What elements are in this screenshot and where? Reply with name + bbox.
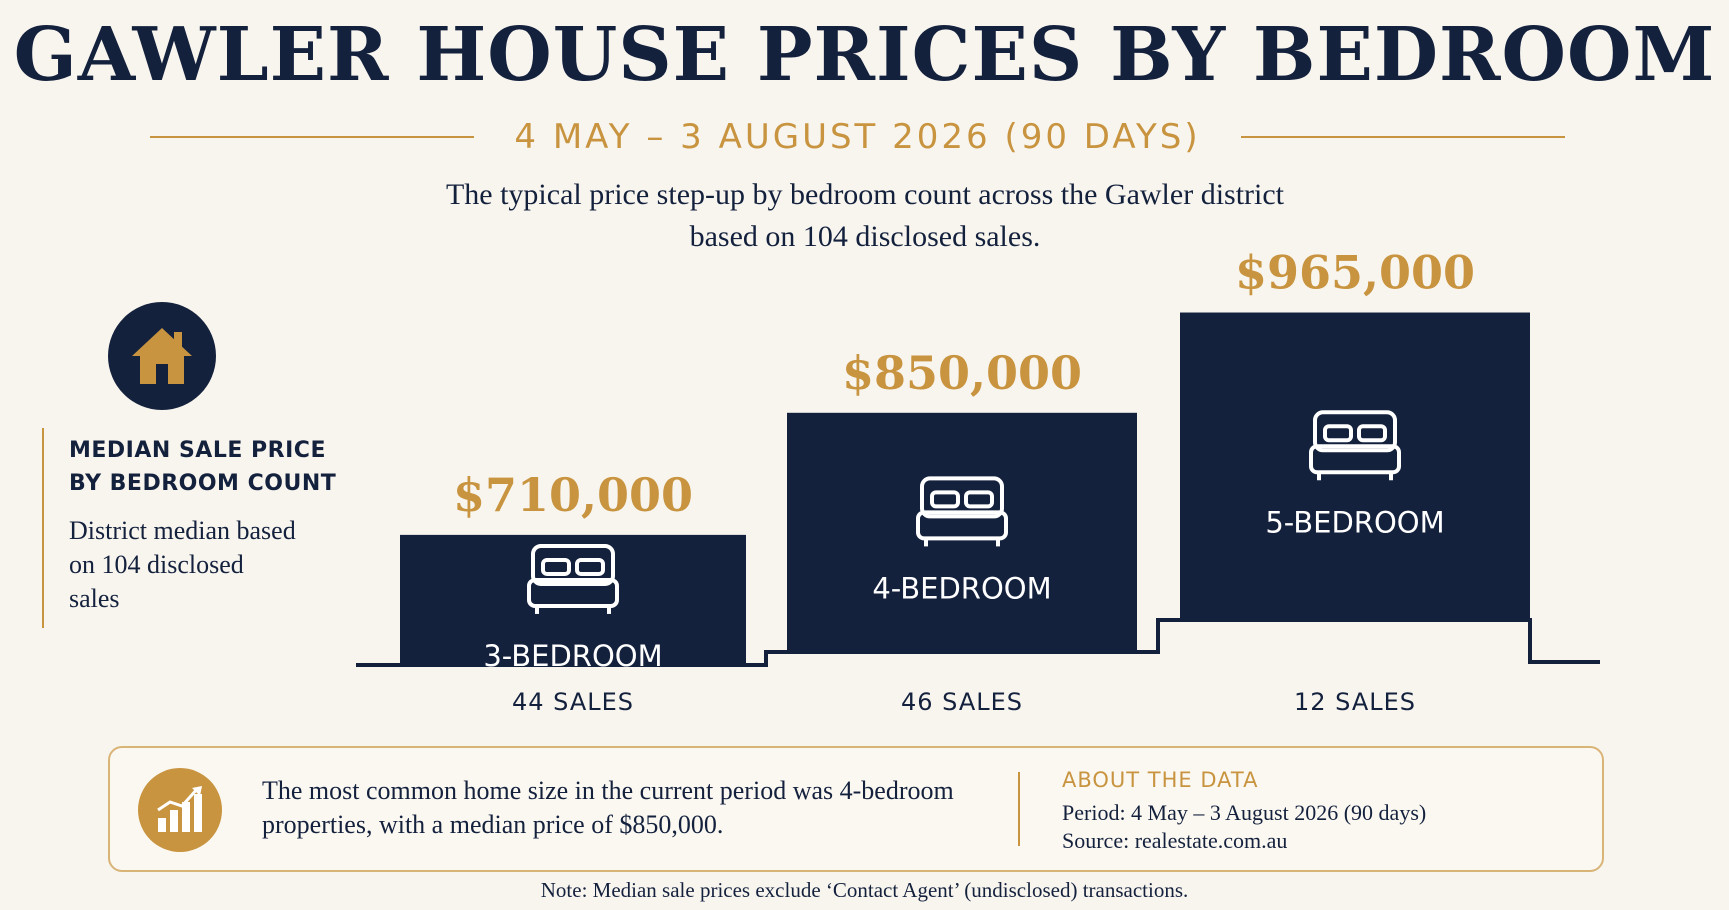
bar-category-label: 4-BEDROOM xyxy=(872,571,1051,605)
subtitle-rule-right xyxy=(1240,136,1565,138)
bar-sales-label: 46 SALES xyxy=(901,688,1023,716)
page-title: GAWLER HOUSE PRICES BY BEDROOM xyxy=(13,12,1716,98)
bed-icon xyxy=(916,476,1008,547)
bar-category-label: 5-BEDROOM xyxy=(1265,505,1444,539)
description-line-1: The typical price step-up by bedroom cou… xyxy=(445,178,1285,211)
subtitle-rule-left xyxy=(150,136,475,138)
bed-icon xyxy=(1309,410,1401,481)
about-title: ABOUT THE DATA xyxy=(1062,768,1259,792)
footnote: Note: Median sale prices exclude ‘Contac… xyxy=(540,878,1189,902)
description: The typical price step-up by bedroom cou… xyxy=(300,174,1430,258)
bar-sales-label: 44 SALES xyxy=(512,688,634,716)
bar-5-bedroom xyxy=(1180,312,1530,620)
side-panel-title-line-1: MEDIAN SALE PRICE xyxy=(69,438,326,463)
bar-value-label: $710,000 xyxy=(453,468,693,522)
page-subtitle: 4 MAY – 3 AUGUST 2026 (90 DAYS) xyxy=(514,117,1201,157)
about-source: Source: realestate.com.au xyxy=(1062,828,1288,853)
about-period: Period: 4 May – 3 August 2026 (90 days) xyxy=(1062,800,1427,825)
summary-text: The most common home size in the current… xyxy=(262,776,954,839)
bar-value-label: $965,000 xyxy=(1235,246,1475,300)
side-panel-title-line-2: BY BEDROOM COUNT xyxy=(69,471,337,496)
subtitle-row: 4 MAY – 3 AUGUST 2026 (90 DAYS) xyxy=(150,112,1565,162)
bed-icon xyxy=(527,543,619,614)
bar-chart-trend-icon xyxy=(157,786,202,832)
house-badge xyxy=(108,302,216,410)
house-icon xyxy=(132,328,192,384)
bar-3-bedroom xyxy=(400,534,746,665)
description-line-2: based on 104 disclosed sales. xyxy=(689,220,1041,253)
bar-chart: $710,000 3-BEDROOM 44 SALES $850,000 4-BEDRO… xyxy=(356,246,1600,716)
bar-value-label: $850,000 xyxy=(842,346,1082,400)
summary-badge xyxy=(138,768,222,852)
bar-category-label: 3-BEDROOM xyxy=(483,639,662,673)
side-panel: MEDIAN SALE PRICE BY BEDROOM COUNT Distr… xyxy=(42,428,344,628)
summary-divider xyxy=(1018,772,1020,846)
side-panel-title: MEDIAN SALE PRICE BY BEDROOM COUNT xyxy=(69,434,349,500)
summary-box: The most common home size in the current… xyxy=(108,746,1604,872)
bar-sales-label: 12 SALES xyxy=(1294,688,1416,716)
bar-4-bedroom xyxy=(787,412,1137,652)
side-panel-text: District median based on 104 disclosed s… xyxy=(69,516,296,613)
